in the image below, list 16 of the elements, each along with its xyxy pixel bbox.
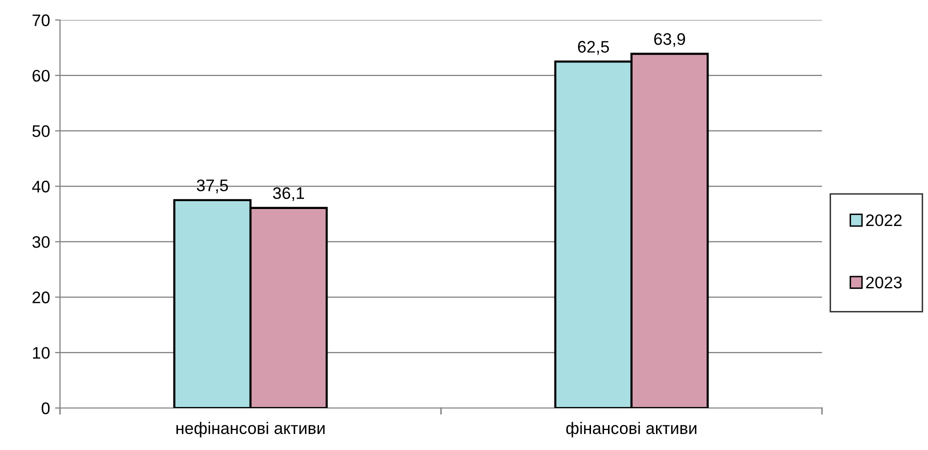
y-tick-label: 10 [33, 346, 50, 359]
y-tick-label: 40 [32, 180, 50, 192]
legend-label: 2023 [866, 276, 902, 288]
y-tick-label: 0 [42, 402, 50, 414]
data-label: 36,1 [273, 187, 304, 202]
data-label: 62,5 [578, 40, 609, 55]
y-tick-label: 20 [32, 292, 50, 304]
x-tick-label: нефінансові активи [176, 422, 325, 438]
data-label: 37,5 [196, 179, 228, 194]
y-tick-label: 60 [32, 70, 50, 82]
y-tick-label: 70 [32, 14, 50, 26]
legend-label: 2022 [866, 214, 902, 226]
y-tick-label: 50 [32, 125, 50, 138]
y-tick-label: 30 [32, 236, 50, 248]
x-tick-label: фінансові активи [566, 422, 696, 438]
data-label: 63,9 [654, 33, 686, 47]
